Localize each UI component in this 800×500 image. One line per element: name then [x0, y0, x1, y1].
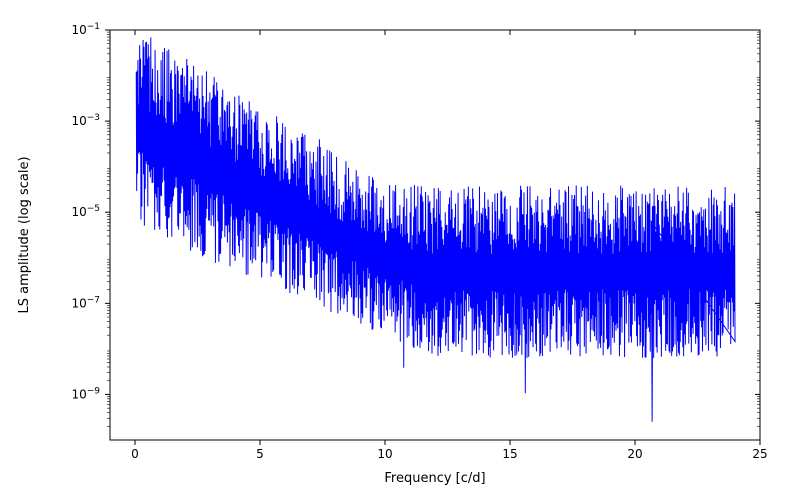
svg-text:LS amplitude (log scale): LS amplitude (log scale) [17, 156, 32, 313]
chart-svg: 051015202510−910−710−510−310−1Frequency … [0, 0, 800, 500]
svg-text:20: 20 [627, 447, 642, 461]
periodogram-chart: 051015202510−910−710−510−310−1Frequency … [0, 0, 800, 500]
svg-text:5: 5 [256, 447, 264, 461]
svg-text:10: 10 [377, 447, 392, 461]
svg-text:Frequency [c/d]: Frequency [c/d] [384, 471, 485, 486]
svg-text:25: 25 [752, 447, 767, 461]
svg-text:15: 15 [502, 447, 517, 461]
svg-text:0: 0 [131, 447, 139, 461]
